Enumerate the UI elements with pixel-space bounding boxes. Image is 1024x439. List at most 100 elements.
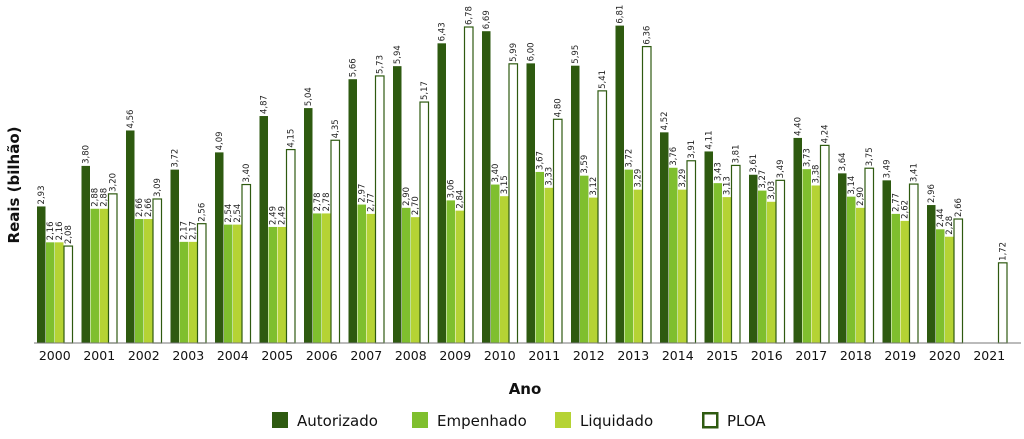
data-label-ploa-2005: 4,15 [287,129,297,148]
bar-liquidado-2018 [856,207,865,343]
bar-ploa-2000 [63,245,74,344]
bar-ploa-2005 [285,148,296,344]
bar-group-2013: 6,81 3,723,29 6,36 [615,5,653,344]
x-tick-label-2015: 2015 [706,348,738,363]
data-label-liquidado-2011: 3,33 [545,167,555,186]
legend-label-liquidado: Liquidado [580,412,653,430]
x-tick-label-2016: 2016 [751,348,783,363]
bar-autorizado-2001 [81,165,90,343]
bar-autorizado-2005 [259,116,268,343]
bar-liquidado-2005 [277,226,286,343]
x-tick-label-2014: 2014 [662,348,694,363]
x-tick-label-2001: 2001 [83,348,115,363]
data-label-autorizado-2002: 4,56 [126,110,136,129]
legend-item-empenhado: Empenhado [412,412,527,430]
bar-empenhado-2009 [446,200,455,343]
bar-autorizado-2020 [927,205,936,343]
bar-liquidado-2019 [900,220,909,343]
x-tick-label-2021: 2021 [973,348,1005,363]
bar-empenhado-2002 [135,219,144,343]
bar-ploa-2003 [196,223,207,344]
x-tick-label-2020: 2020 [929,348,961,363]
data-label-autorizado-2013: 6,81 [616,5,626,24]
bar-autorizado-2015 [704,151,713,343]
bar-ploa-2007 [374,75,385,344]
bar-autorizado-2018 [838,173,847,343]
bar-group-2006: 5,04 2,78 2,78 4,35 [304,87,341,344]
bar-ploa-2006 [330,139,341,344]
data-label-autorizado-2005: 4,87 [260,95,270,114]
data-label-ploa-2014: 3,91 [687,140,697,159]
data-label-empenhado-2001: 2,88 [91,188,101,207]
bar-empenhado-2016 [758,190,767,343]
data-label-liquidado-2003: 2,17 [189,221,199,240]
data-label-liquidado-2020: 2,28 [945,216,955,235]
bar-autorizado-2002 [126,130,135,343]
bar-ploa-2019 [908,183,919,344]
bar-liquidado-2006 [322,213,331,343]
bar-ploa-2009 [463,26,474,344]
x-tick-label-2007: 2007 [350,348,382,363]
data-label-autorizado-2010: 6,69 [482,10,492,29]
bar-group-2015: 4,11 3,433,13 3,81 [704,131,742,344]
data-label-empenhado-2007: 2,97 [358,184,368,203]
x-tick-label-2010: 2010 [484,348,516,363]
x-tick-label-2011: 2011 [528,348,560,363]
x-tick-label-2012: 2012 [573,348,605,363]
data-label-liquidado-2007: 2,77 [367,193,377,212]
bar-group-2001: 3,802,88 2,883,20 [81,145,119,344]
bar-ploa-2015 [730,164,741,344]
data-label-autorizado-2009: 6,43 [438,22,448,41]
bar-ploa-2017 [819,144,830,344]
data-label-empenhado-2000: 2,16 [46,221,56,240]
legend-label-empenhado: Empenhado [437,412,527,430]
data-label-liquidado-2017: 3,38 [812,165,822,184]
data-label-autorizado-2011: 6,00 [527,42,537,61]
data-label-liquidado-2002: 2,66 [144,198,154,217]
legend-item-autorizado: Autorizado [272,412,378,430]
data-label-empenhado-2015: 3,43 [714,162,724,181]
bars-layer: 2,932,16 2,16 2,083,802,88 2,883,204,562,66… [37,5,1009,344]
legend: Autorizado Empenhado Liquidado PLOA [272,412,766,430]
data-label-ploa-2013: 6,36 [643,26,653,45]
data-label-empenhado-2016: 3,27 [758,170,768,189]
bar-ploa-2002 [152,198,163,344]
bar-autorizado-2019 [882,180,891,343]
bar-empenhado-2010 [491,184,500,343]
bar-autorizado-2003 [170,169,179,343]
data-label-ploa-2017: 4,24 [821,124,831,143]
bar-ploa-2014 [686,160,697,344]
data-label-empenhado-2008: 2,90 [402,187,412,206]
x-tick-label-2006: 2006 [306,348,338,363]
bar-empenhado-2012 [580,175,589,343]
data-label-liquidado-2004: 2,54 [233,204,243,223]
data-label-empenhado-2009: 3,06 [447,179,457,198]
data-label-ploa-2008: 5,17 [420,81,430,100]
data-label-liquidado-2015: 3,13 [723,176,733,195]
bar-group-2021: 1,72 [997,242,1009,344]
bar-group-2008: 5,94 2,90 2,70 5,17 [393,45,430,344]
data-label-empenhado-2013: 3,72 [625,149,635,168]
x-tick-label-2000: 2000 [39,348,71,363]
bar-liquidado-2010 [500,196,509,343]
data-label-ploa-2016: 3,49 [776,159,786,178]
data-label-liquidado-2010: 3,15 [500,175,510,194]
bar-empenhado-2014 [669,167,678,343]
bar-autorizado-2013 [615,25,624,343]
data-label-liquidado-2005: 2,49 [278,206,288,225]
bar-empenhado-2000 [46,242,55,343]
bar-liquidado-2016 [767,201,776,343]
bar-autorizado-2014 [660,132,669,343]
data-label-empenhado-2005: 2,49 [269,206,279,225]
bar-empenhado-2018 [847,196,856,343]
bar-ploa-2010 [508,63,519,344]
bar-ploa-2001 [107,193,118,344]
bar-empenhado-2006 [313,213,322,343]
bar-group-2011: 6,00 3,673,33 4,80 [526,42,564,344]
legend-item-ploa: PLOA [702,412,766,430]
bar-ploa-2016 [775,179,786,344]
bar-autorizado-2017 [793,137,802,343]
bar-autorizado-2008 [393,66,402,344]
bar-empenhado-2019 [891,213,900,343]
